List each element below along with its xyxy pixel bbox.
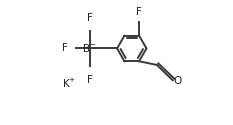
Text: F: F — [87, 75, 93, 85]
Text: F: F — [62, 44, 68, 54]
Text: B$^{-}$: B$^{-}$ — [82, 42, 97, 54]
Text: F: F — [136, 7, 142, 17]
Text: O: O — [173, 76, 182, 86]
Text: F: F — [87, 13, 93, 23]
Text: K$^{+}$: K$^{+}$ — [62, 77, 77, 90]
